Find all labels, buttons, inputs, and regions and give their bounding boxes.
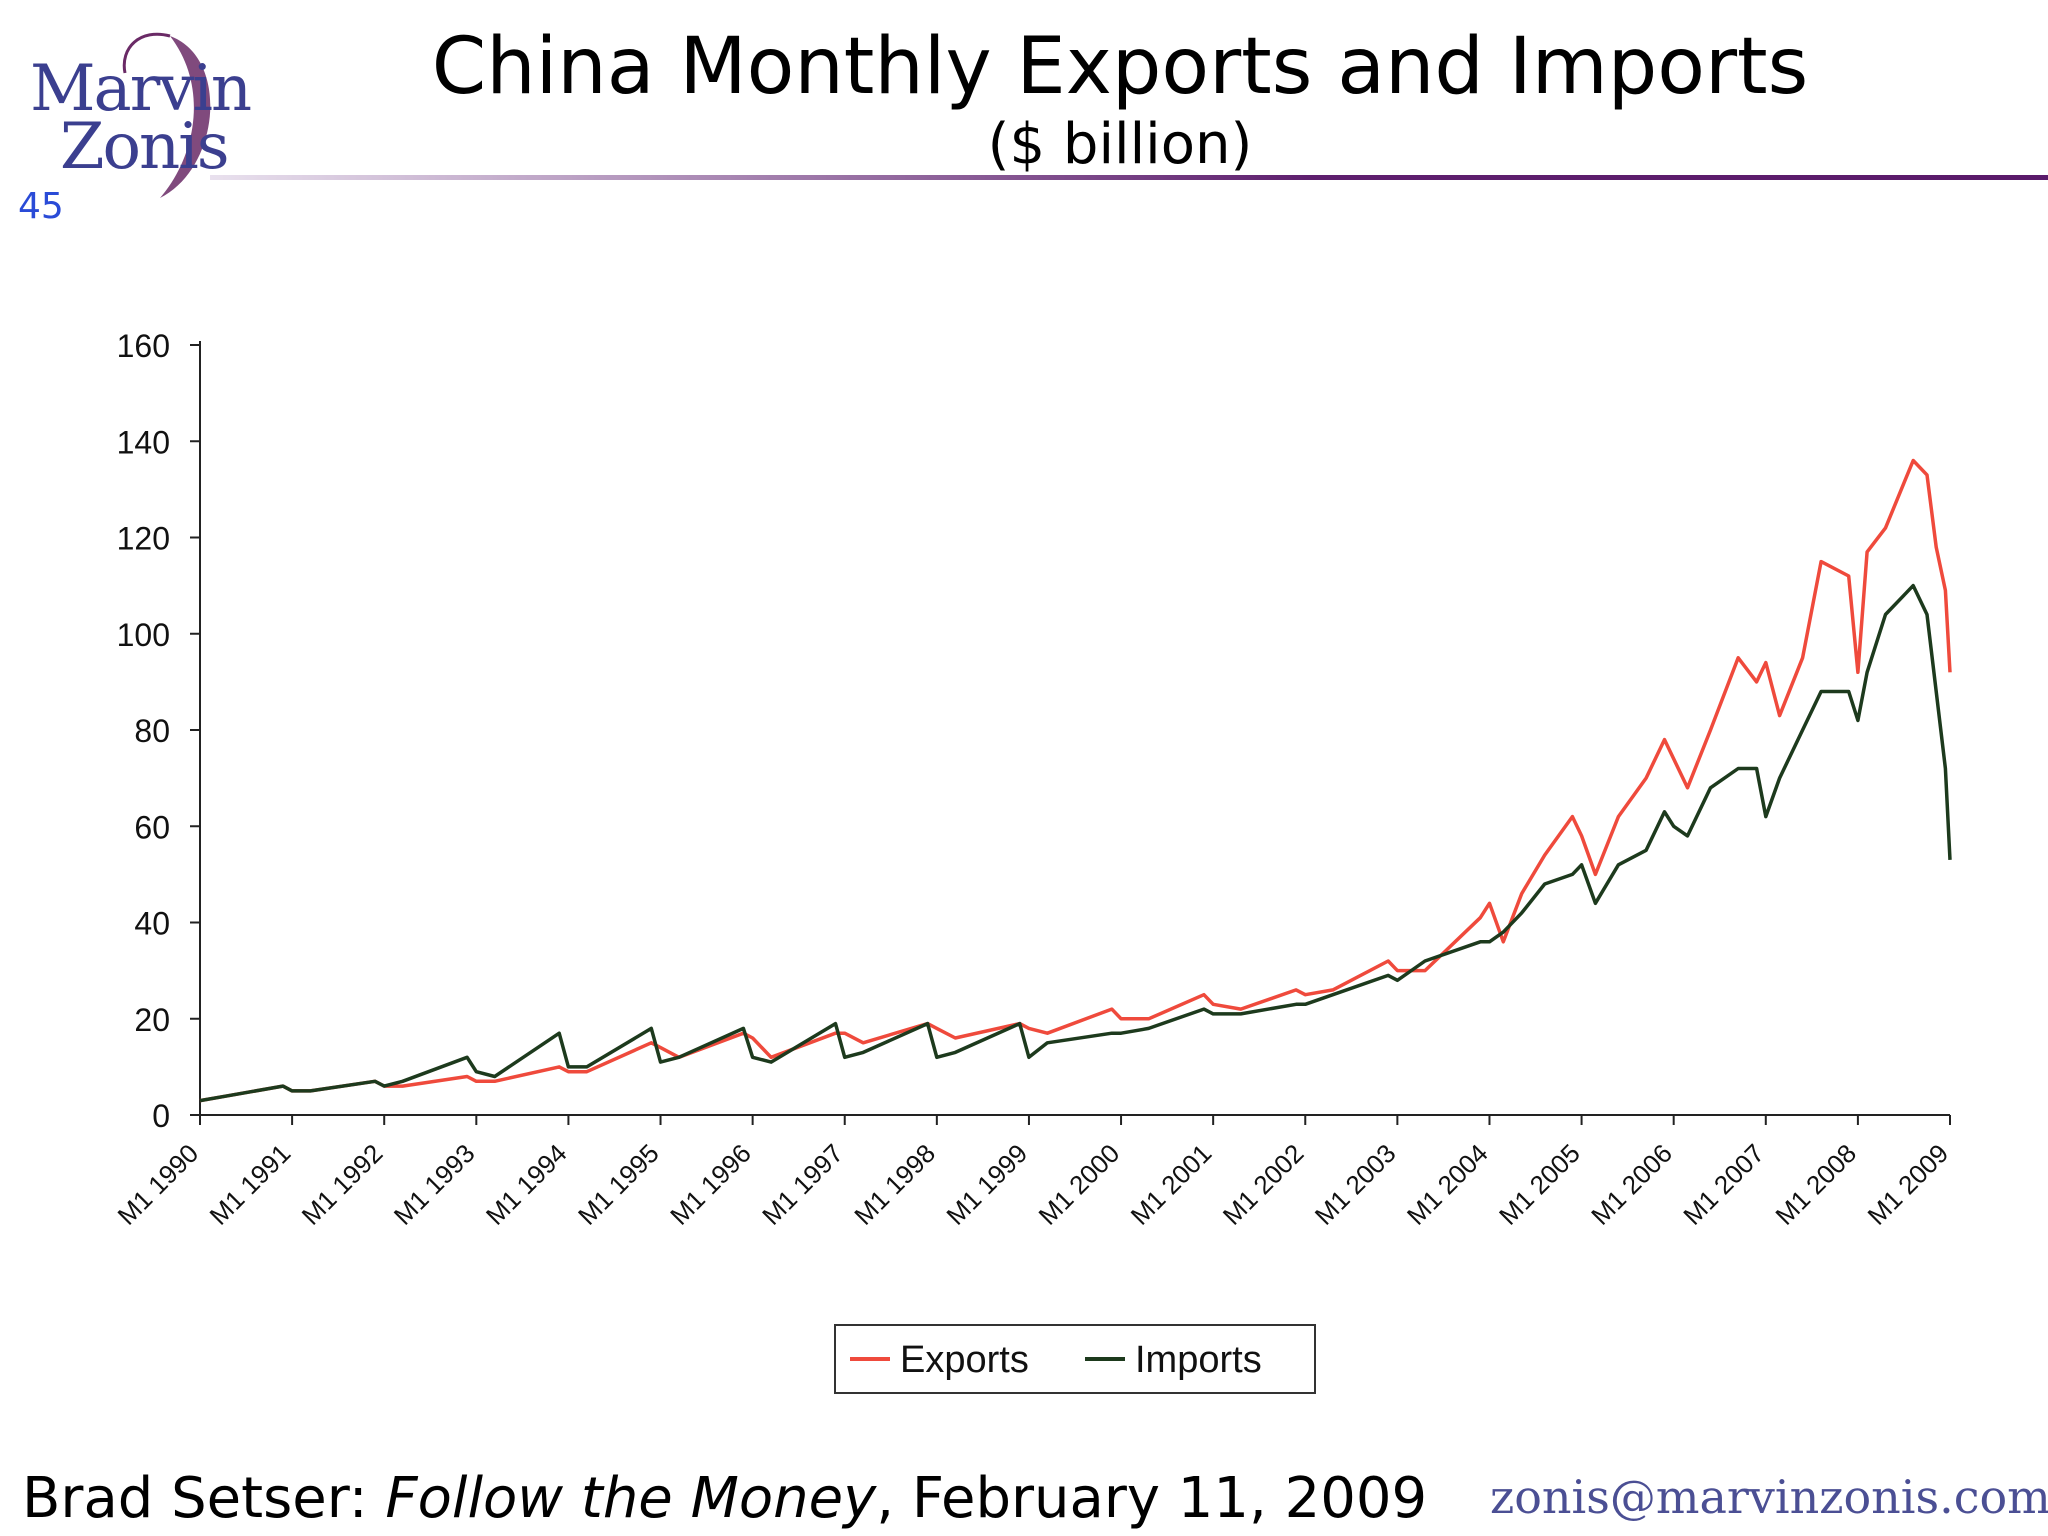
slide-number: 45 xyxy=(18,186,64,227)
x-tick-label: M1 2000 xyxy=(1033,1138,1126,1231)
y-tick-label: 140 xyxy=(117,424,170,460)
slide-subtitle: ($ billion) xyxy=(987,112,1253,177)
y-tick-label: 120 xyxy=(117,521,170,557)
x-tick-label: M1 2005 xyxy=(1493,1138,1586,1231)
y-tick-label: 160 xyxy=(117,328,170,364)
y-tick-label: 100 xyxy=(117,617,170,653)
x-tick-label: M1 1990 xyxy=(111,1138,204,1231)
y-tick-label: 60 xyxy=(134,809,170,845)
x-tick-label: M1 1999 xyxy=(940,1138,1033,1231)
x-tick-label: M1 2007 xyxy=(1677,1138,1770,1231)
series-line-exports xyxy=(199,458,1952,1103)
x-tick-label: M1 1993 xyxy=(388,1138,481,1231)
citation-date: , February 11, 2009 xyxy=(876,1466,1428,1531)
slide-title: China Monthly Exports and Imports xyxy=(431,22,1809,112)
y-tick-label: 80 xyxy=(134,713,170,749)
x-tick-label: M1 1995 xyxy=(572,1138,665,1231)
x-tick-label: M1 2001 xyxy=(1125,1138,1218,1231)
series-line-imports xyxy=(199,583,1952,1103)
x-tick-label: M1 2004 xyxy=(1401,1138,1494,1231)
x-tick-label: M1 1991 xyxy=(204,1138,297,1231)
legend-label-exports: Exports xyxy=(900,1339,1029,1381)
citation-author: Brad Setser: xyxy=(22,1466,386,1531)
title-divider xyxy=(210,175,2048,180)
source-citation: Brad Setser: Follow the Money, February … xyxy=(22,1466,1427,1531)
x-tick-label: M1 1997 xyxy=(756,1138,849,1231)
contact-email[interactable]: zonis@marvinzonis.com xyxy=(1490,1470,2048,1524)
x-tick-label: M1 2009 xyxy=(1861,1138,1954,1231)
logo-word-zonis: Zonis xyxy=(60,110,230,184)
x-tick-label: M1 2008 xyxy=(1769,1138,1862,1231)
marvin-zonis-logo: Marvin Zonis xyxy=(20,18,252,198)
x-tick-label: M1 1994 xyxy=(480,1138,573,1231)
x-tick-label: M1 1996 xyxy=(664,1138,757,1231)
y-tick-label: 0 xyxy=(152,1098,170,1134)
x-tick-label: M1 1998 xyxy=(848,1138,941,1231)
logo-swoosh-icon xyxy=(122,32,211,198)
legend-label-imports: Imports xyxy=(1135,1339,1262,1381)
x-tick-label: M1 2006 xyxy=(1585,1138,1678,1231)
logo-word-marvin: Marvin xyxy=(30,52,252,126)
x-tick-label: M1 1992 xyxy=(296,1138,389,1231)
x-tick-label: M1 2003 xyxy=(1309,1138,1402,1231)
legend-box xyxy=(834,1324,1316,1394)
x-tick-label: M1 2002 xyxy=(1217,1138,1310,1231)
citation-blog: Follow the Money xyxy=(385,1466,877,1531)
y-tick-label: 20 xyxy=(134,1002,170,1038)
y-tick-label: 40 xyxy=(134,906,170,942)
